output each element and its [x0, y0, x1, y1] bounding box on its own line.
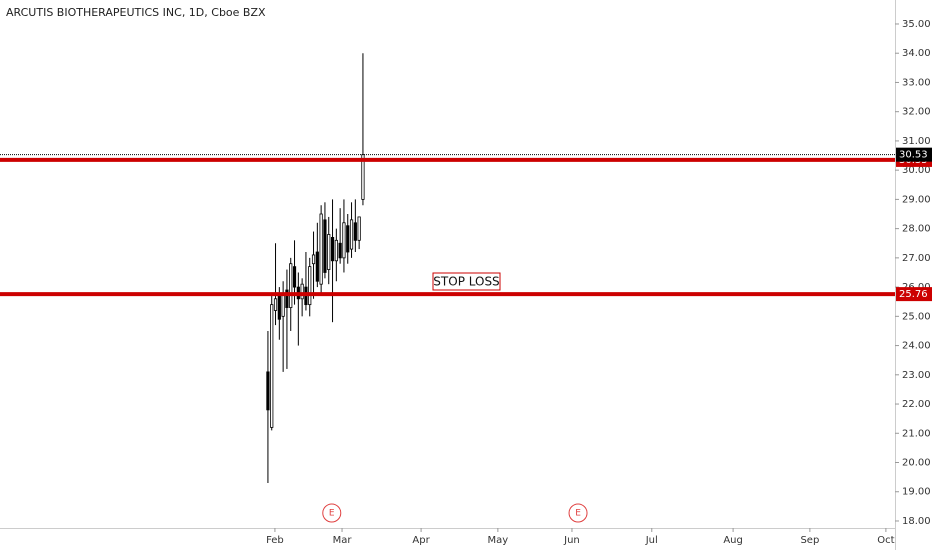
y-tick-label: 28.00: [902, 224, 931, 235]
y-tick-label: 24.00: [902, 341, 931, 352]
x-tick-label: Oct: [877, 535, 894, 546]
candle-body: [315, 251, 319, 282]
candle-body: [338, 242, 342, 259]
candle-body: [311, 254, 316, 265]
last-price-box: [896, 147, 932, 162]
event-label: E: [575, 509, 581, 519]
y-tick-label: 35.00: [902, 19, 931, 30]
y-tick-label: 23.00: [902, 370, 931, 381]
y-tick-label: 22.00: [902, 399, 931, 410]
x-tick-label: Sep: [800, 535, 819, 546]
candle-body: [357, 216, 361, 241]
y-tick-label: 33.00: [902, 77, 931, 88]
x-tick-label: Apr: [412, 535, 430, 546]
candle-body: [330, 236, 335, 262]
candle-body: [334, 239, 338, 262]
y-tick-label: 31.00: [902, 136, 931, 147]
candle-body: [327, 234, 331, 270]
candle-body: [323, 219, 327, 273]
candle-body: [273, 298, 278, 311]
candle-body: [270, 304, 274, 428]
candle-body: [308, 266, 312, 306]
candle-body: [289, 263, 293, 308]
chart-title: ARCUTIS BIOTHERAPEUTICS INC, 1D, Cboe BZ…: [6, 6, 266, 19]
y-tick-label: 21.00: [902, 428, 931, 439]
x-tick-label: May: [488, 535, 509, 546]
x-tick-label: Jun: [563, 535, 580, 546]
y-tick-label: 20.00: [902, 458, 931, 469]
event-marker: [568, 503, 588, 523]
candle-body: [349, 219, 354, 250]
candle-body: [353, 222, 357, 241]
candle-body: [266, 371, 270, 411]
annotation: STOP LOSS: [433, 275, 499, 289]
x-tick-label: Aug: [723, 535, 743, 546]
candle-body: [292, 266, 297, 288]
x-tick-label: Jul: [645, 535, 658, 546]
event-marker: [322, 503, 342, 523]
event-label: E: [329, 509, 335, 519]
x-tick-label: Feb: [266, 535, 284, 546]
price-label-box: [896, 287, 932, 302]
candle-body: [285, 289, 289, 308]
candle-body: [281, 292, 285, 317]
candle-body: [319, 213, 323, 285]
y-tick-label: 30.00: [902, 165, 931, 176]
price-label: 25.76: [899, 289, 928, 300]
annotation-box: [432, 272, 501, 291]
y-tick-label: 18.00: [902, 516, 931, 527]
last-price-label: 30.53: [899, 150, 928, 161]
y-tick-label: 32.00: [902, 107, 931, 118]
y-tick-label: 25.00: [902, 311, 931, 322]
y-tick-label: 29.00: [902, 194, 931, 205]
candle-body: [342, 222, 346, 259]
candle-body: [277, 295, 281, 320]
x-tick-label: Mar: [333, 535, 353, 546]
y-tick-label: 34.00: [902, 48, 931, 59]
y-tick-label: 27.00: [902, 253, 931, 264]
candle-body: [300, 283, 304, 300]
candle-body: [346, 225, 350, 253]
y-tick-label: 19.00: [902, 487, 931, 498]
